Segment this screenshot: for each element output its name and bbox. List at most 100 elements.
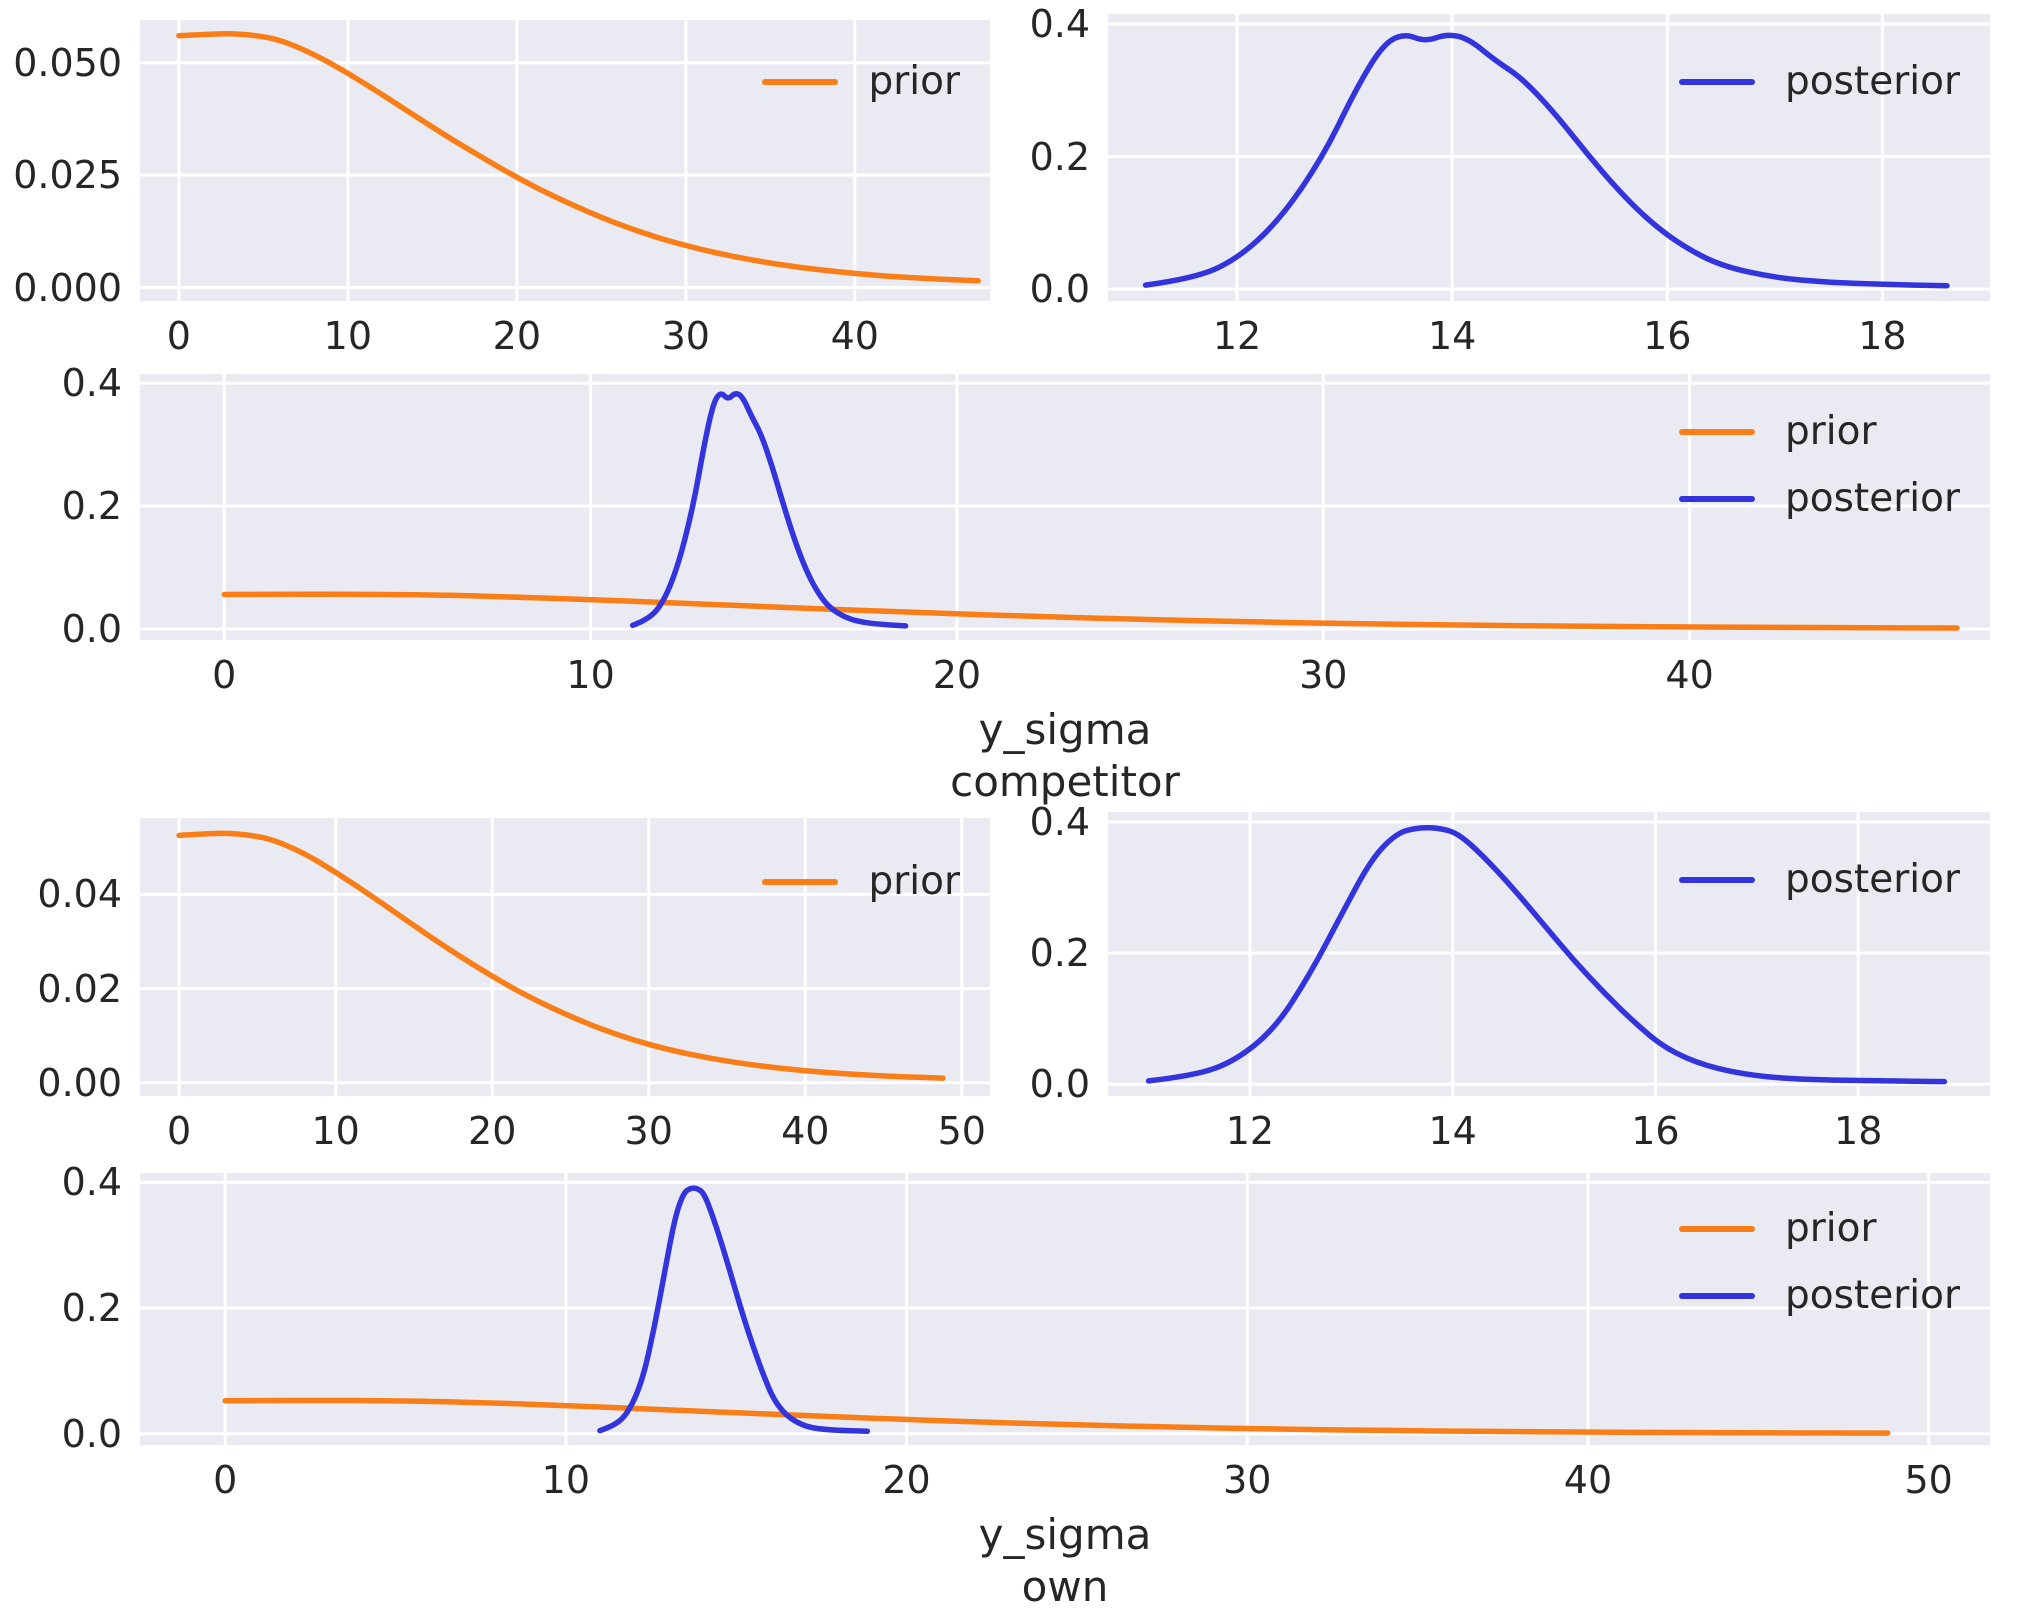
legend: prior posterior — [1679, 1209, 1960, 1315]
x-tick-label: 12 — [1212, 314, 1262, 358]
legend-line-icon — [1679, 495, 1755, 502]
y-tick-label: 0.2 — [61, 484, 122, 529]
x-tick-label: 16 — [1643, 314, 1692, 358]
y-tick-label: 0.4 — [1029, 1, 1090, 46]
y-tick-label: 0.0 — [1029, 267, 1090, 312]
subplot-competitor-combined: 0 10 20 30 40 0.0 0.2 0.4 prior posterior y_sigma c… — [62, 364, 1990, 806]
y-tick-label: 0.4 — [61, 1160, 122, 1205]
legend-entry-prior: prior — [1679, 1209, 1877, 1248]
x-tick-label: 10 — [311, 1109, 360, 1153]
legend-line-icon — [762, 878, 839, 885]
legend-line-icon — [1679, 428, 1755, 435]
x-axis-label: y_sigma competitor — [950, 704, 1180, 808]
legend-line-icon — [1679, 78, 1755, 85]
x-tick-label: 20 — [882, 1458, 931, 1502]
y-tick-label: 0.02 — [37, 966, 122, 1011]
x-axis-label-line: own — [1021, 1562, 1109, 1611]
legend-line-icon — [762, 78, 839, 85]
x-tick-label: 50 — [1904, 1458, 1953, 1502]
x-tick-label: 20 — [468, 1109, 517, 1153]
plot-area — [140, 1173, 1990, 1445]
y-tick-label: 0.0 — [1029, 1062, 1090, 1107]
subplot-competitor-posterior: 12 14 16 18 0.0 0.2 0.4 posterior — [1030, 5, 1990, 355]
x-tick-label: 30 — [624, 1109, 673, 1153]
plot-area — [1108, 14, 1990, 301]
x-tick-label: 20 — [932, 653, 982, 697]
prior-curve — [222, 1397, 1891, 1436]
legend-line-icon — [1679, 1292, 1755, 1299]
x-axis-label-line: competitor — [950, 757, 1180, 806]
y-tick-label: 0.0 — [61, 606, 122, 651]
y-tick-label: 0.4 — [1029, 799, 1090, 844]
x-tick-label: 30 — [661, 314, 710, 358]
y-tick-label: 0.050 — [13, 40, 122, 85]
prior-curve — [176, 830, 946, 1081]
legend-entry-posterior: posterior — [1679, 860, 1960, 899]
y-tick-label: 0.04 — [37, 872, 122, 917]
x-tick-label: 0 — [213, 1458, 238, 1502]
x-axis-label-line: y_sigma — [978, 1510, 1152, 1559]
x-tick-label: 12 — [1225, 1109, 1275, 1153]
y-tick-label: 0.0 — [61, 1411, 122, 1456]
legend-entry-prior: prior — [762, 862, 960, 901]
posterior-curve — [1142, 32, 1950, 289]
x-tick-label: 10 — [566, 653, 615, 697]
legend-entry-posterior: posterior — [1679, 479, 1960, 518]
legend-line-icon — [1679, 876, 1755, 883]
x-tick-label: 0 — [167, 1109, 192, 1153]
x-tick-label: 16 — [1631, 1109, 1680, 1153]
x-tick-label: 30 — [1223, 1458, 1272, 1502]
axes-background — [140, 818, 990, 1096]
x-tick-label: 10 — [323, 314, 373, 358]
legend-entry-posterior: posterior — [1679, 62, 1960, 101]
posterior-curve — [597, 1185, 871, 1434]
legend-line-icon — [1679, 1225, 1755, 1232]
legend-entry-prior: prior — [1679, 412, 1877, 451]
legend-label: posterior — [1785, 59, 1960, 104]
legend-label: posterior — [1785, 476, 1960, 521]
legend: posterior — [1679, 860, 1960, 899]
y-tick-label: 0.4 — [61, 361, 122, 406]
legend-label: posterior — [1785, 857, 1960, 902]
legend-label: posterior — [1785, 1273, 1960, 1318]
y-tick-label: 0.2 — [1029, 134, 1090, 179]
posterior-curve — [629, 391, 909, 629]
subplot-competitor-prior: 0 10 20 30 40 0.000 0.025 0.050 prior — [13, 20, 990, 355]
x-tick-label: 40 — [781, 1109, 830, 1153]
prior-curve — [176, 31, 981, 284]
plot-area — [140, 20, 990, 301]
x-axis-label: y_sigma own — [979, 1509, 1152, 1613]
x-tick-label: 30 — [1299, 653, 1348, 697]
subplot-own-prior: 0 10 20 30 40 50 0.00 0.02 0.04 prior — [37, 818, 990, 1150]
legend: prior — [762, 862, 960, 901]
x-tick-label: 40 — [1665, 653, 1714, 697]
x-axis-label-line: y_sigma — [978, 705, 1152, 754]
legend-label: prior — [868, 859, 960, 904]
legend: prior posterior — [1679, 412, 1960, 518]
legend-label: prior — [868, 59, 960, 104]
legend: posterior — [1679, 62, 1960, 101]
plot-area — [1108, 812, 1990, 1096]
x-tick-label: 50 — [937, 1109, 986, 1153]
y-tick-label: 0.00 — [37, 1060, 122, 1105]
subplot-own-posterior: 12 14 16 18 0.0 0.2 0.4 posterior — [1030, 803, 1990, 1150]
legend-label: prior — [1785, 1206, 1877, 1251]
y-tick-label: 0.2 — [61, 1286, 122, 1331]
y-tick-label: 0.025 — [13, 153, 122, 198]
legend: prior — [762, 62, 960, 101]
x-tick-label: 14 — [1428, 1109, 1477, 1153]
axes-background — [140, 20, 990, 301]
posterior-curve — [1145, 824, 1948, 1085]
y-tick-label: 0.2 — [1029, 931, 1090, 976]
x-tick-label: 40 — [1563, 1458, 1613, 1502]
x-tick-label: 18 — [1858, 314, 1907, 358]
x-tick-label: 14 — [1428, 314, 1477, 358]
subplot-own-combined: 0 10 20 30 40 50 0.0 0.2 0.4 prior posterior y_sigm… — [62, 1163, 1990, 1611]
x-tick-label: 40 — [830, 314, 879, 358]
x-tick-label: 20 — [492, 314, 542, 358]
x-tick-label: 10 — [541, 1458, 591, 1502]
legend-entry-prior: prior — [762, 62, 960, 101]
plot-area — [140, 374, 1990, 640]
x-tick-label: 0 — [212, 653, 237, 697]
